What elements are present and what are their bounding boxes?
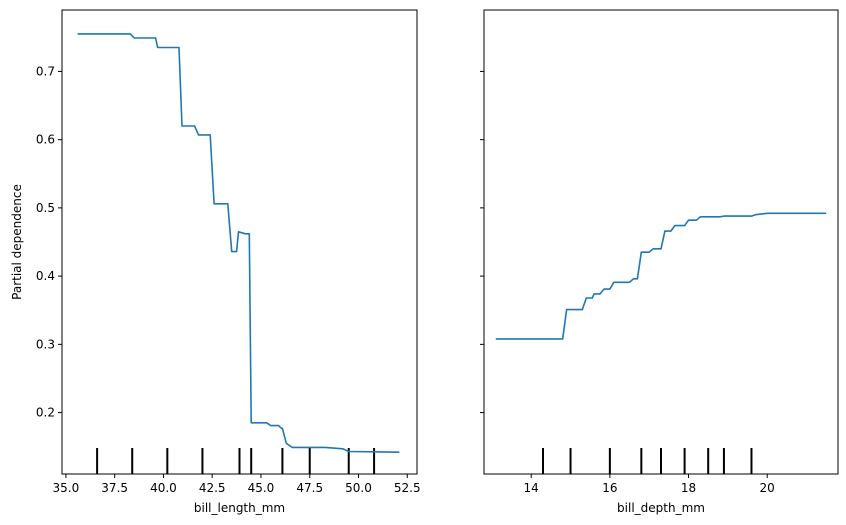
- y-tick-label: 0.5: [36, 201, 55, 215]
- x-tick-label: 42.5: [199, 481, 226, 495]
- y-tick-label: 0.3: [36, 337, 55, 351]
- x-axis-label: bill_length_mm: [194, 501, 285, 515]
- x-tick-label: 16: [602, 481, 617, 495]
- x-tick-label: 50.0: [345, 481, 372, 495]
- subplot-1: 0.2 0.3 0.4 0.5 0.6 0.7 35.0 37.5 40.0 42.5 45.0 47…: [10, 9, 421, 515]
- partial-dependence-line: [495, 212, 827, 340]
- axes-frame: [483, 9, 839, 475]
- y-tick-label: 0.2: [36, 406, 55, 420]
- partial-dependence-line: [77, 33, 400, 453]
- x-tick-label: 20: [760, 481, 775, 495]
- y-tick-label: 0.6: [36, 133, 55, 147]
- x-tick-label: 37.5: [101, 481, 128, 495]
- y-tick-label: 0.7: [36, 64, 55, 78]
- x-tick-label: 47.5: [296, 481, 323, 495]
- x-tick-label: 35.0: [53, 481, 80, 495]
- x-tick-label: 45.0: [248, 481, 275, 495]
- x-tick-label: 40.0: [150, 481, 177, 495]
- subplot-2: 14 16 18 20 bill_depth_mm: [480, 9, 839, 515]
- x-tick-label: 18: [681, 481, 696, 495]
- x-tick-label: 14: [524, 481, 539, 495]
- x-axis-label: bill_depth_mm: [617, 501, 705, 515]
- y-tick-label: 0.4: [36, 269, 55, 283]
- axes-frame: [61, 9, 418, 475]
- x-tick-label: 52.5: [394, 481, 421, 495]
- y-axis-label: Partial dependence: [10, 184, 24, 300]
